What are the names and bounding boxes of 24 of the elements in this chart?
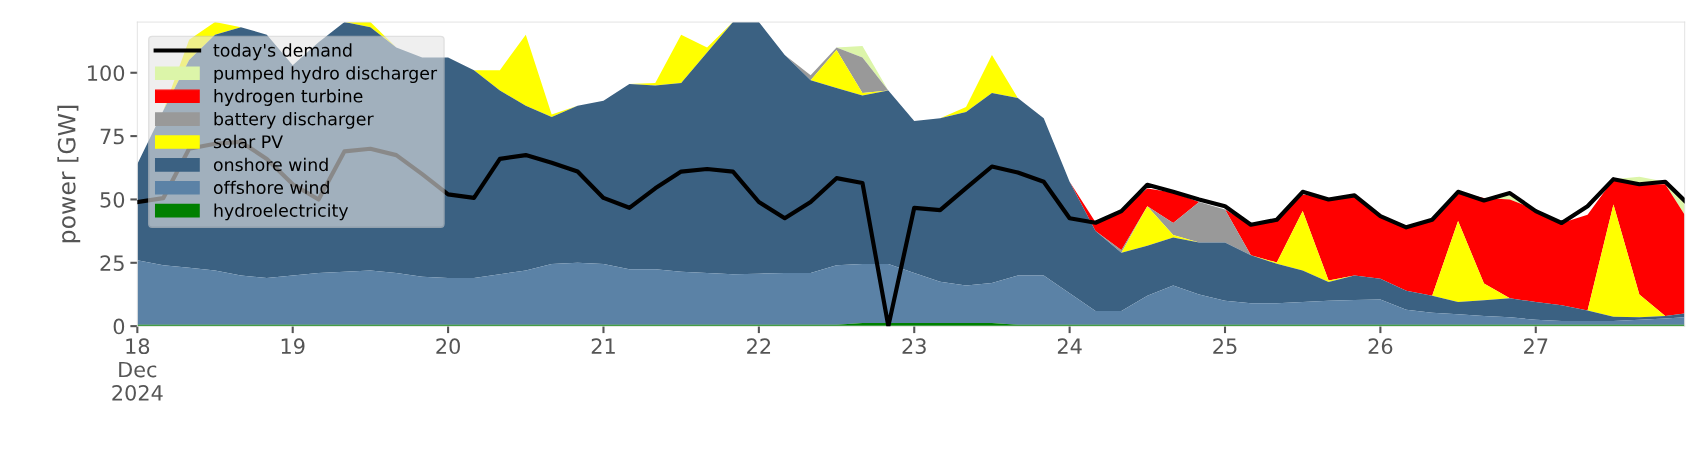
legend-label: today's demand bbox=[213, 43, 352, 61]
x-tick-label: 18 Dec 2024 bbox=[112, 338, 163, 401]
x-tick-label: 25 bbox=[1213, 338, 1237, 355]
legend-label: hydrogen turbine bbox=[214, 89, 363, 106]
legend-label: onshore wind bbox=[213, 157, 328, 172]
legend-label: hydroelectricity bbox=[214, 203, 349, 221]
y-tick-label: 0 bbox=[113, 318, 125, 335]
legend-label: pumped hydro discharger bbox=[214, 66, 438, 84]
x-tick-label: 21 bbox=[591, 338, 615, 354]
x-tick-label: 27 bbox=[1524, 338, 1548, 354]
y-tick-label: 25 bbox=[100, 255, 124, 272]
y-tick-label: 100 bbox=[88, 65, 125, 81]
legend-label: solar PV bbox=[213, 134, 283, 149]
x-tick-label: 24 bbox=[1057, 338, 1082, 354]
x-tick-label: 26 bbox=[1368, 338, 1393, 355]
y-tick-label: 75 bbox=[100, 128, 124, 145]
x-tick-label: 23 bbox=[902, 338, 926, 355]
y-axis-title: power [GW] bbox=[57, 105, 81, 243]
legend-label: battery discharger bbox=[214, 111, 374, 129]
legend-label: offshore wind bbox=[213, 180, 329, 195]
x-tick-label: 20 bbox=[436, 338, 460, 355]
x-tick-label: 22 bbox=[747, 338, 771, 354]
y-tick-label: 50 bbox=[100, 191, 125, 208]
x-tick-label: 19 bbox=[281, 338, 305, 355]
